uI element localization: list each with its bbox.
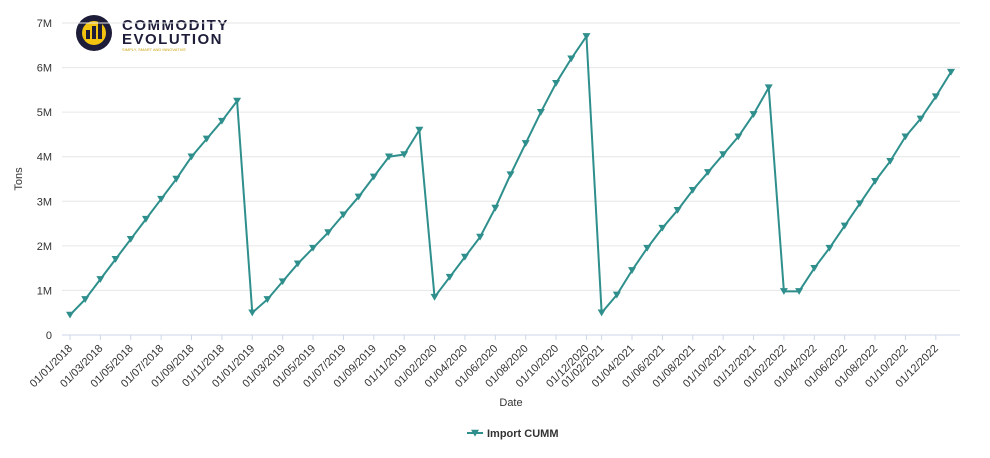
marker [825,244,834,252]
marker [141,215,150,223]
marker [460,253,469,261]
y-tick-label: 7M [37,18,52,30]
marker [628,267,637,274]
marker [521,140,530,147]
marker [96,276,105,283]
marker [536,108,545,116]
marker [567,55,576,63]
marker [719,151,728,159]
marker [415,126,424,134]
marker [506,171,515,179]
marker [400,151,409,159]
marker [552,79,561,87]
marker [612,291,621,299]
marker [172,175,181,183]
marker [491,204,500,212]
logo-bar [92,26,96,39]
logo-text: COMMODITY [122,17,229,34]
marker [126,235,135,243]
marker [643,244,652,252]
marker [81,296,90,303]
marker [795,288,804,295]
marker [476,233,485,241]
marker [688,186,697,194]
marker [248,309,257,317]
marker [309,244,318,252]
marker [658,224,667,232]
marker [582,33,591,40]
marker [157,195,166,203]
marker [734,133,743,141]
marker [871,178,880,185]
marker [840,222,849,230]
marker [111,256,120,263]
logo-text: EVOLUTION [122,31,223,48]
legend-label: Import CUMM [487,428,559,440]
marker [293,260,302,268]
marker [430,293,439,301]
marker [187,153,196,161]
marker [886,157,895,165]
marker [66,311,74,319]
marker [445,273,454,281]
marker [855,200,864,208]
marker [673,207,682,214]
marker [749,111,758,118]
marker [916,115,925,123]
y-tick-label: 1M [37,285,52,297]
marker [597,309,606,317]
marker [901,133,910,141]
marker [233,97,242,105]
y-axis-title: Tons [13,167,25,191]
marker [810,264,819,272]
y-tick-label: 5M [37,107,52,119]
marker [779,288,788,295]
y-tick-label: 3M [37,196,52,208]
marker [324,229,333,237]
logo: COMMODITY EVOLUTION SIMPLY, SMART AND IN… [76,15,229,52]
y-tick-label: 4M [37,152,52,164]
marker [354,193,363,201]
marker [947,68,955,76]
y-tick-label: 0 [46,330,52,342]
marker [384,153,393,161]
logo-tagline: SIMPLY, SMART AND INNOVATIVE [122,47,186,52]
marker [764,84,773,92]
marker [278,278,287,286]
logo-bar [86,30,90,39]
marker [263,296,272,303]
marker [202,135,211,143]
marker [369,173,378,181]
marker [931,93,940,101]
marker [339,211,348,219]
y-tick-label: 2M [37,241,52,253]
y-tick-label: 6M [37,63,52,75]
x-axis-title: Date [499,397,522,409]
marker [703,169,712,176]
marker [217,117,226,125]
logo-bar [98,22,102,39]
